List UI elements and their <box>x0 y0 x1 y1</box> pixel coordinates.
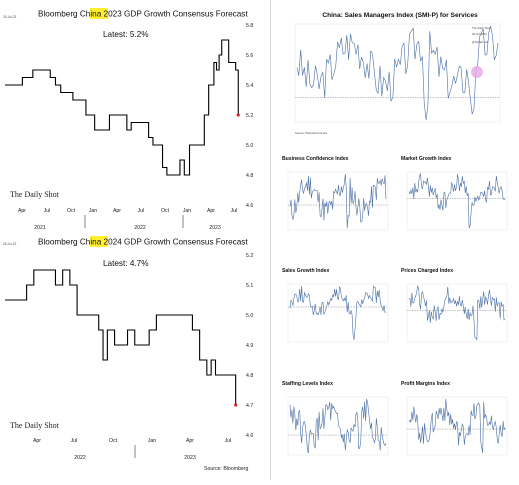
chart1-latest: Latest: 5.2% <box>103 30 149 39</box>
chart2-year-labels: 2022 2023 <box>74 445 196 461</box>
chart1-year-highlight <box>90 8 108 19</box>
chart2-brand: The Daily Shot <box>10 421 60 430</box>
y-tick-label: 4.8 <box>246 373 253 379</box>
chart1-brand: The Daily Shot <box>10 190 60 199</box>
chart1-month-labels: Apr Jul Oct Jan Apr Jul Oct Jan Apr Jul <box>18 208 237 214</box>
x-month-label: Oct <box>161 208 170 214</box>
x-month-label: Oct <box>109 438 118 444</box>
chart1-plot: 4.6 4.8 5.0 5.2 5.4 5.6 5.8 <box>5 23 253 209</box>
mini-series-line <box>289 173 387 229</box>
x-year-label: 2023 <box>184 455 196 461</box>
mini-chart-title: Market Growth Index <box>401 156 452 162</box>
chart1-stamp: 26-Jul-23 <box>3 15 17 19</box>
right-panel: China: Sales Managers Index (SMI-P) for … <box>275 0 519 480</box>
x-month-label: Jan <box>148 438 156 444</box>
series-line <box>5 39 239 176</box>
chart2-latest: Latest: 4.7% <box>103 259 149 268</box>
x-month-label: Oct <box>67 208 76 214</box>
source-note: Source: Bloomberg <box>204 466 249 472</box>
y-tick-label: 5.0 <box>246 143 253 149</box>
smi-mini-charts: Business Confidence Index Market Growth I… <box>282 156 508 456</box>
x-month-label: Apr <box>207 208 215 214</box>
x-month-label: Apr <box>18 208 26 214</box>
y-tick-label: 4.6 <box>246 203 253 209</box>
x-year-label: 2022 <box>134 225 146 231</box>
x-month-label: Apr <box>33 438 41 444</box>
left-panel: 26-Jul-23 Bloomberg China 2023 GDP Growt… <box>3 8 254 472</box>
chart2-year-highlight <box>90 236 108 247</box>
y-tick-label: 5.2 <box>246 253 253 259</box>
y-tick-label: 5.1 <box>246 283 253 289</box>
x-month-label: Jul <box>138 208 145 214</box>
mini-frame <box>406 283 508 343</box>
mini-frame <box>294 23 501 123</box>
x-month-label: Apr <box>113 208 121 214</box>
watermark-date: 25-Jul-2023 <box>472 32 487 36</box>
mini-chart-title: Prices Charged Index <box>401 268 453 274</box>
chart1-title: Bloomberg China 2023 GDP Growth Consensu… <box>38 10 248 19</box>
mini-chart-title: Profit Margins Index <box>401 381 450 387</box>
chart2-month-labels: Apr Jul Oct Jan Apr Jul <box>33 438 231 444</box>
x-month-label: Jul <box>71 438 78 444</box>
mini-series-line <box>408 398 506 454</box>
x-month-label: Jan <box>183 208 191 214</box>
y-tick-label: 5.4 <box>246 83 253 89</box>
gdp-forecast-charts: 26-Jul-23 Bloomberg China 2023 GDP Growt… <box>3 8 253 472</box>
chart2-plot: 4.6 4.7 4.8 4.9 5.0 5.1 5.2 <box>5 253 253 439</box>
mini-series-line <box>408 284 506 341</box>
x-month-label: Jul <box>231 208 238 214</box>
mini-chart-title: Staffing Levels Index <box>282 381 333 387</box>
y-tick-label: 4.9 <box>246 343 253 349</box>
chart1-year-labels: 2021 2022 2023 <box>34 215 221 231</box>
y-tick-label: 4.6 <box>246 433 253 439</box>
y-tick-label: 5.0 <box>246 313 253 319</box>
chart2-stamp: 26-Jul-23 <box>3 242 17 246</box>
x-year-label: 2022 <box>74 455 86 461</box>
panel-divider <box>270 0 271 480</box>
x-month-label: Apr <box>186 438 194 444</box>
highlight-marker <box>471 66 483 78</box>
x-month-label: Jan <box>89 208 97 214</box>
y-tick-label: 5.2 <box>246 113 253 119</box>
mini-series-line <box>408 173 506 229</box>
mini-series-line <box>289 398 387 454</box>
series-line <box>5 269 237 405</box>
watermark: The Daily Shot <box>472 26 491 30</box>
mini-series-line <box>289 285 387 341</box>
mini-frame <box>287 396 389 456</box>
smi-footer: Source: World Economics <box>295 131 328 135</box>
mini-frame <box>406 171 508 231</box>
mini-series-line <box>296 25 499 121</box>
smi-charts: China: Sales Managers Index (SMI-P) for … <box>282 12 508 456</box>
x-year-label: 2023 <box>209 225 221 231</box>
smi-main-chart <box>294 23 501 123</box>
smi-main-title: China: Sales Managers Index (SMI-P) for … <box>322 12 478 19</box>
y-tick-label: 5.8 <box>246 23 253 29</box>
latest-marker <box>236 113 240 117</box>
mini-frame <box>406 396 508 456</box>
mini-chart-title: Business Confidence Index <box>282 156 349 162</box>
y-tick-label: 4.8 <box>246 173 253 179</box>
x-month-label: Jul <box>225 438 232 444</box>
latest-marker <box>234 403 238 407</box>
watermark-handle: @SoberLook <box>472 40 489 44</box>
mini-chart-title: Sales Growth Index <box>282 268 329 274</box>
y-tick-label: 4.7 <box>246 403 253 409</box>
mini-frame <box>287 283 389 343</box>
mini-frame <box>287 171 389 231</box>
x-month-label: Jul <box>44 208 51 214</box>
x-year-label: 2021 <box>34 225 46 231</box>
y-tick-label: 5.6 <box>246 53 253 59</box>
chart2-title: Bloomberg China 2024 GDP Growth Consensu… <box>38 238 248 247</box>
